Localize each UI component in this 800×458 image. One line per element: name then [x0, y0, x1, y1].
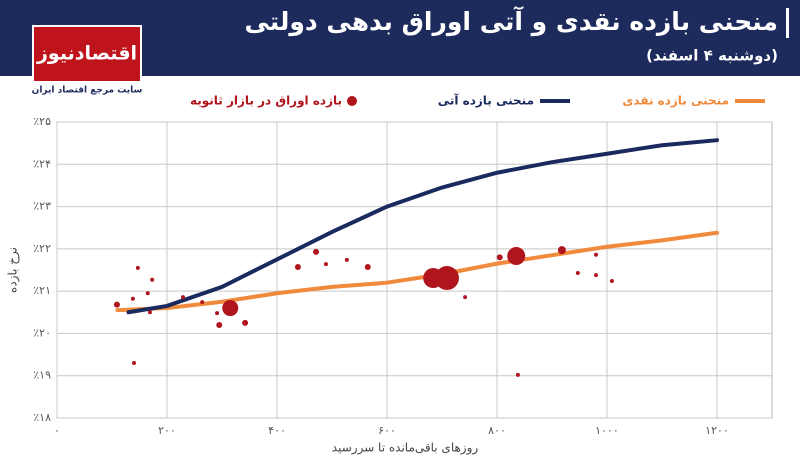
point	[557, 246, 566, 255]
logo-tagline: سایت مرجع اقتصاد ایران	[32, 86, 143, 96]
x-tick-label: ۶۰۰	[378, 424, 396, 437]
point	[242, 319, 249, 326]
point	[323, 262, 328, 267]
y-tick-label: ٪۲۳	[33, 200, 51, 213]
point	[132, 361, 136, 366]
logo-name: اقتصادنیوز	[36, 43, 137, 65]
chart-title: منحنی بازده نقدی و آتی اوراق بدهی دولتی	[244, 6, 778, 37]
y-tick-label: ٪۲۲	[33, 242, 51, 255]
point	[294, 264, 301, 271]
y-tick-label: ٪۱۹	[33, 369, 51, 382]
x-axis-label: روزهای باقی‌مانده تا سررسید	[332, 441, 479, 456]
point	[150, 277, 155, 282]
point	[609, 278, 614, 283]
y-axis-label: نرخ بازده	[6, 247, 21, 293]
legend-swatch	[347, 96, 357, 106]
point	[434, 266, 459, 291]
point	[147, 310, 152, 315]
point	[145, 291, 150, 296]
point	[135, 265, 140, 270]
point	[515, 372, 520, 377]
x-tick-label: ۱۲۰۰	[705, 424, 729, 437]
plot-area	[56, 121, 773, 419]
point	[215, 311, 220, 316]
point	[216, 321, 223, 328]
point	[130, 296, 135, 301]
point	[180, 295, 185, 300]
x-tick-label: ۱۰۰۰	[595, 424, 619, 437]
point	[313, 248, 320, 255]
chart-subtitle: (دوشنبه ۴ اسفند)	[646, 47, 778, 65]
point	[594, 252, 598, 257]
x-tick-label: ۸۰۰	[488, 424, 506, 437]
point	[575, 270, 580, 275]
logo-tagline-box	[33, 82, 141, 98]
title-bar	[786, 8, 789, 38]
y-tick-label: ٪۲۵	[33, 115, 51, 128]
line	[115, 230, 719, 313]
legend-label: منحنی بازده نقدی	[622, 94, 729, 108]
x-tick-label: ۴۰۰	[268, 424, 286, 437]
legend-label: بازده اوراق در بازار ثانویه	[190, 94, 342, 109]
point	[113, 301, 120, 308]
point	[344, 257, 349, 262]
y-tick-label: ٪۲۴	[33, 157, 51, 170]
point	[200, 300, 205, 305]
point	[594, 273, 598, 278]
point	[364, 264, 371, 271]
point	[222, 300, 239, 317]
point	[496, 254, 503, 261]
legend-label: منحنی بازده آتی	[438, 93, 534, 108]
line	[126, 138, 719, 315]
point	[463, 295, 468, 300]
x-tick-label: ۲۰۰	[158, 424, 176, 437]
x-tick-label: ۰	[54, 424, 60, 437]
point	[507, 247, 526, 266]
y-tick-label: ٪۲۰	[33, 326, 51, 339]
y-tick-label: ٪۲۱	[33, 284, 51, 297]
logo-box	[32, 25, 142, 83]
y-tick-label: ٪۱۸	[33, 411, 51, 424]
